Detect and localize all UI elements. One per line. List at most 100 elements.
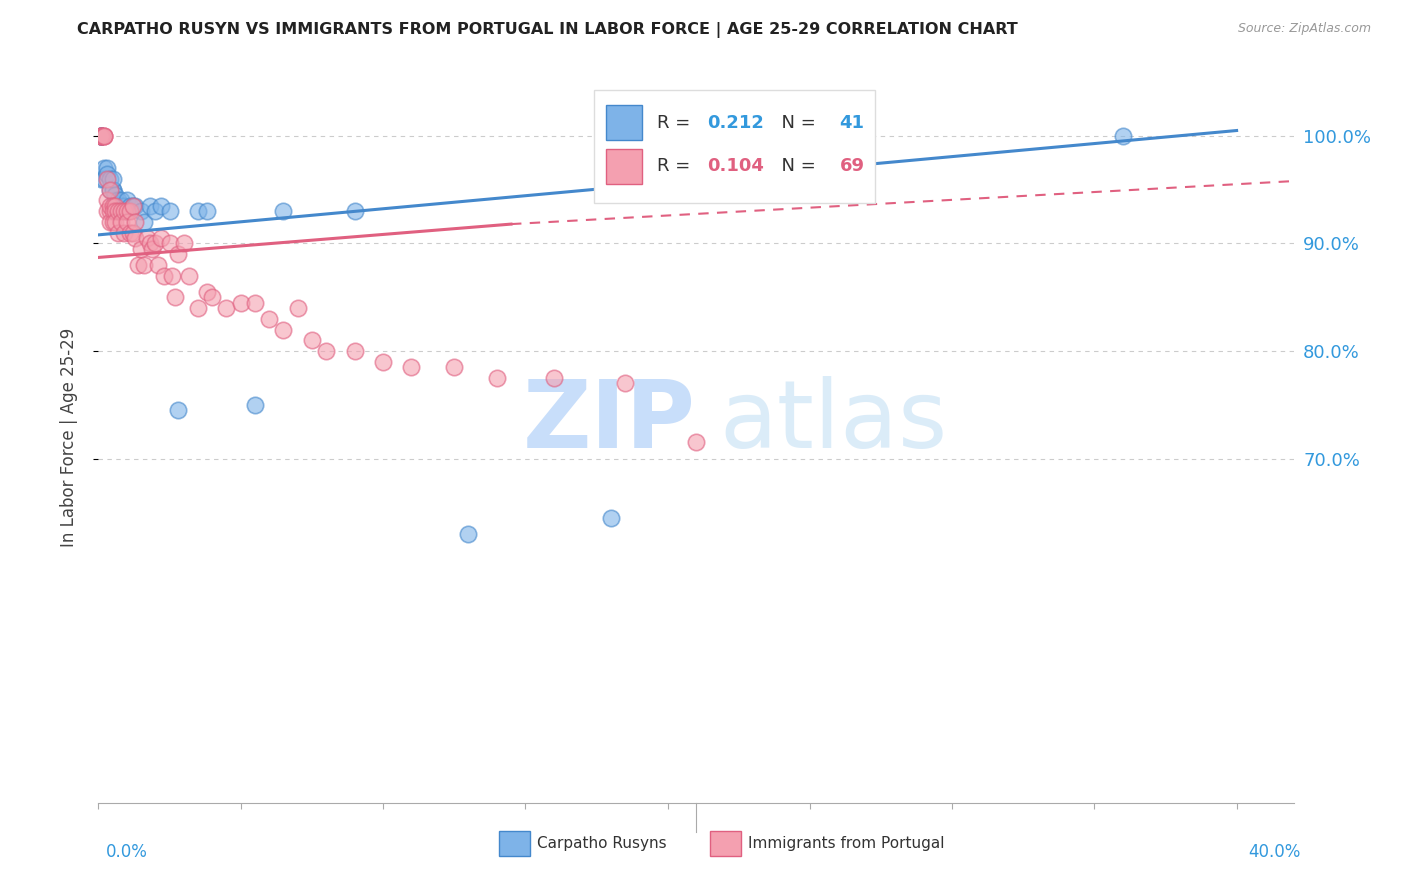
Point [110,199,132,213]
Point [118,226,141,240]
Point [457,527,479,541]
Point [93,128,115,143]
Text: atlas: atlas [720,376,948,468]
Text: 0.104: 0.104 [707,158,763,176]
Point [98,183,121,197]
Point [90,128,112,143]
Point [159,204,181,219]
Text: CARPATHO RUSYN VS IMMIGRANTS FROM PORTUGAL IN LABOR FORCE | AGE 25-29 CORRELATIO: CARPATHO RUSYN VS IMMIGRANTS FROM PORTUG… [77,22,1018,38]
Point [150,199,173,213]
Point [110,204,132,219]
Point [101,199,124,213]
Point [90,128,112,143]
Point [179,268,201,283]
Point [90,128,112,143]
Text: Immigrants from Portugal: Immigrants from Portugal [748,837,945,851]
Point [96,204,118,219]
Point [195,285,218,299]
Point [110,194,132,208]
Point [90,128,112,143]
Point [129,204,152,219]
Point [112,226,135,240]
Text: ZIP: ZIP [523,376,696,468]
Point [115,194,138,208]
Point [315,344,337,359]
Point [127,258,149,272]
Point [98,199,121,213]
Point [201,290,224,304]
Point [115,215,138,229]
Point [93,172,115,186]
Point [98,215,121,229]
Point [104,215,127,229]
Point [98,172,121,186]
Point [107,199,129,213]
Text: 41: 41 [839,113,865,131]
Point [243,398,266,412]
Point [485,371,508,385]
Point [685,435,707,450]
Point [90,172,112,186]
Point [187,301,209,315]
Point [129,242,152,256]
Point [273,204,295,219]
Point [118,204,141,219]
Point [93,128,115,143]
Point [90,128,112,143]
Point [101,215,124,229]
Point [153,268,176,283]
Point [229,295,252,310]
Text: N =: N = [770,113,821,131]
Point [107,204,129,219]
Point [121,199,143,213]
Point [115,204,138,219]
Point [141,242,163,256]
Point [165,290,187,304]
Point [287,301,309,315]
Point [104,188,127,202]
Point [187,204,209,219]
Point [101,204,124,219]
Point [112,199,135,213]
Point [90,128,112,143]
Point [96,194,118,208]
Point [121,199,143,213]
Point [215,301,238,315]
Point [98,183,121,197]
Point [124,199,146,213]
Point [112,204,135,219]
Bar [606,149,643,184]
Point [159,236,181,251]
Point [613,376,636,391]
Point [93,161,115,176]
Point [167,247,190,261]
Point [343,204,366,219]
Point [101,172,124,186]
Bar [606,105,643,140]
Point [124,231,146,245]
Text: 0.0%: 0.0% [105,843,148,861]
Point [93,128,115,143]
Point [243,295,266,310]
Text: R =: R = [657,158,696,176]
Text: 69: 69 [839,158,865,176]
Point [1112,128,1135,143]
Point [371,355,394,369]
Point [138,236,160,251]
Point [107,194,129,208]
Point [443,360,465,375]
Text: Carpatho Rusyns: Carpatho Rusyns [537,837,666,851]
Point [150,231,173,245]
Text: 40.0%: 40.0% [1249,843,1301,861]
Point [96,161,118,176]
Point [132,258,155,272]
Point [257,311,280,326]
Text: N =: N = [770,158,821,176]
Point [104,199,127,213]
Point [96,167,118,181]
Point [599,510,621,524]
Text: Source: ZipAtlas.com: Source: ZipAtlas.com [1237,22,1371,36]
Point [107,226,129,240]
Point [401,360,423,375]
Point [301,333,323,347]
